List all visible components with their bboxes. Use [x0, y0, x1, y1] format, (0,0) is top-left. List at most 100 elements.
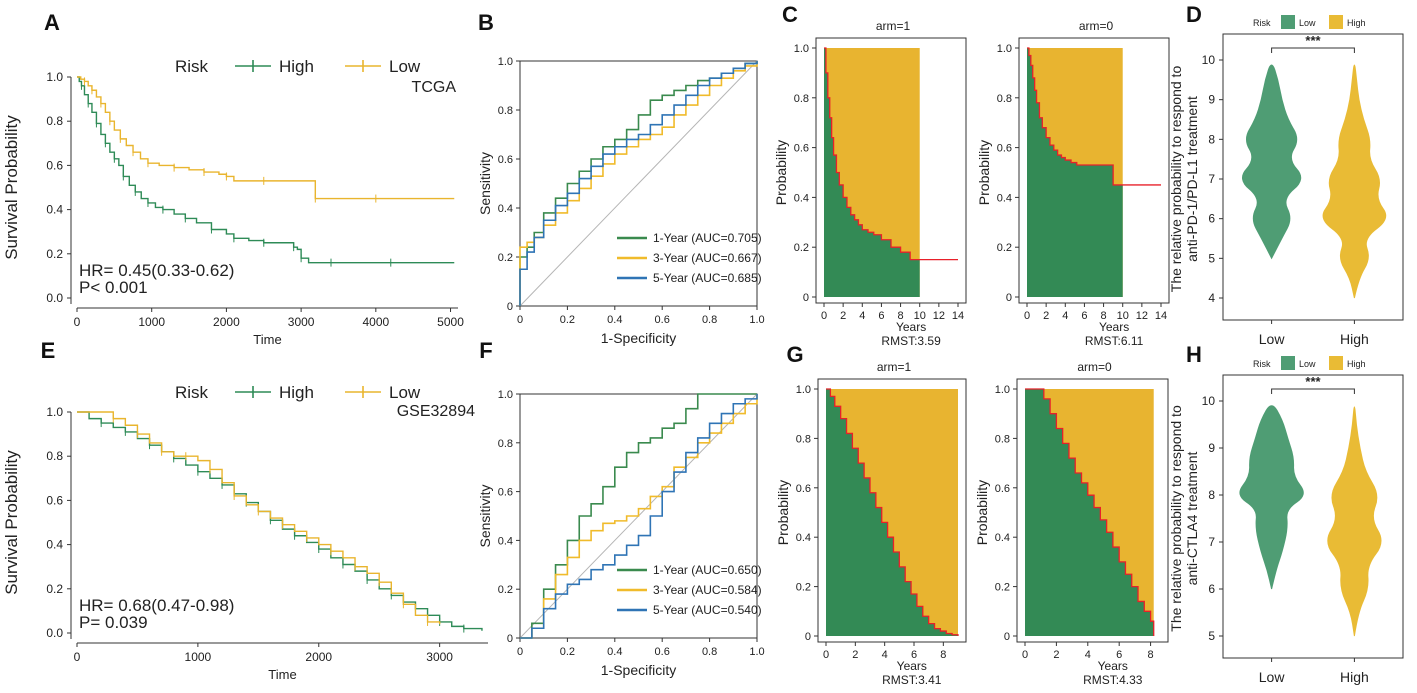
panel-label-G: G — [786, 342, 803, 367]
y-tick-label: 0.8 — [498, 438, 513, 450]
plot-frame — [519, 60, 758, 307]
y-tick-label: 0.6 — [46, 158, 63, 172]
x-tick-label: 6 — [1116, 649, 1122, 661]
x-tick-label: 0 — [517, 646, 523, 658]
dataset-label: TCGA — [412, 79, 457, 96]
y-tick-label: 0 — [1004, 631, 1010, 643]
y-tick-label: 1.0 — [995, 384, 1010, 396]
violin-plot-D: 4 5 6 7 8 9 10 Low High *** Risk Low High The relativ… — [1168, 15, 1404, 347]
legend-label: 1-Year (AUC=0.650) — [653, 563, 762, 577]
y-tick-label: 0 — [507, 633, 513, 645]
violin-low — [1242, 64, 1302, 260]
legend-label: 3-Year (AUC=0.667) — [653, 251, 762, 265]
y-tick-label: 0.2 — [997, 242, 1012, 254]
y-tick-label: 1.0 — [997, 43, 1012, 55]
y-tick-label: 0 — [805, 631, 811, 643]
violin-high — [1327, 406, 1382, 637]
y-axis-label: Sensitivity — [477, 152, 493, 215]
y-tick-label: 0.4 — [796, 532, 811, 544]
panel-label-E: E — [41, 338, 56, 363]
y-tick-label: 0.6 — [997, 143, 1012, 155]
y-tick-label: 7 — [1208, 172, 1215, 186]
significance-bracket — [1271, 47, 1355, 53]
x-axis-label: 1-Specificity — [601, 662, 676, 678]
y-axis-label: Probability — [773, 140, 789, 205]
legend-label-high: High — [1347, 359, 1366, 369]
y-tick-label: 0.6 — [995, 483, 1010, 495]
x-tick-label: 1000 — [138, 315, 165, 329]
y-tick-label: 0.4 — [46, 538, 63, 552]
legend-swatch-high — [1329, 356, 1343, 370]
legend-label: 5-Year (AUC=0.540) — [653, 603, 762, 617]
y-tick-label: 7 — [1208, 535, 1215, 549]
x-tick-label: 6 — [878, 310, 884, 322]
y-tick-label: 9 — [1208, 441, 1215, 455]
x-tick-label: 4 — [859, 310, 865, 322]
legend-label-high: High — [1347, 18, 1366, 28]
y-tick-label: 0.8 — [997, 93, 1012, 105]
y-tick-label: 8 — [1208, 132, 1215, 146]
y-tick-label: 0.8 — [46, 114, 63, 128]
area-under-curve — [826, 389, 958, 636]
y-tick-label: 0.6 — [794, 143, 809, 155]
y-tick-label: 1.0 — [46, 405, 63, 419]
legend-label-low: Low — [389, 383, 421, 402]
x-tick-label: 1000 — [185, 650, 212, 664]
rmst-value: RMST:3.59 — [881, 334, 941, 348]
y-tick-label: 0.4 — [997, 192, 1012, 204]
y-tick-label: 0.0 — [46, 626, 63, 640]
y-tick-label: 0.2 — [794, 242, 809, 254]
legend-title: Risk — [175, 383, 209, 402]
y-tick-label: 0.8 — [995, 433, 1010, 445]
y-tick-label: 6 — [1208, 582, 1215, 596]
x-tick-label: 8 — [940, 649, 946, 661]
rmst-plot: 0 0.2 0.4 0.6 0.8 1.0 0 2 4 6 8 10 12 14 arm=0 YearsRMS… — [976, 19, 1170, 348]
y-tick-label: 0.4 — [794, 192, 809, 204]
plot-frame — [1018, 37, 1170, 304]
panel-label-C: C — [782, 2, 798, 27]
x-tick-label: 0 — [74, 315, 81, 329]
x-tick-label: 2000 — [213, 315, 240, 329]
rmst-value: RMST:3.41 — [882, 673, 942, 687]
survival-curve — [1025, 388, 1155, 636]
x-tick-label: 12 — [1136, 310, 1148, 322]
panel-label-H: H — [1186, 342, 1202, 367]
x-tick-label: 3000 — [426, 650, 453, 664]
y-tick-label: 1.0 — [498, 56, 513, 68]
plot-frame — [815, 37, 967, 304]
x-tick-label: 8 — [1101, 310, 1107, 322]
legend-label-high: High — [279, 57, 314, 76]
legend-title: Risk — [1253, 359, 1271, 369]
y-tick-label: 0.6 — [46, 493, 63, 507]
area-under-curve — [824, 48, 920, 297]
rmst-plot: 0 0.2 0.4 0.6 0.8 1.0 0 2 4 6 8 10 12 14 arm=1 YearsRMS… — [773, 19, 967, 348]
y-tick-label: 5 — [1208, 629, 1215, 643]
p-value-text: P< 0.001 — [79, 278, 148, 297]
y-tick-label: 0.2 — [498, 252, 513, 264]
significance-label: *** — [1305, 33, 1321, 48]
legend-title: Risk — [175, 57, 209, 76]
plot-frame — [1222, 374, 1404, 659]
violin-low — [1239, 405, 1304, 590]
y-axis-label: The relative probability to respond to — [1168, 405, 1184, 632]
y-tick-label: 1.0 — [498, 389, 513, 401]
panel-label-B: B — [478, 10, 494, 35]
x-tick-label: 0 — [1022, 649, 1028, 661]
x-tick-label: High — [1340, 331, 1369, 347]
p-value-text: P= 0.039 — [79, 613, 148, 632]
y-tick-label: 0.6 — [796, 483, 811, 495]
x-tick-label: Low — [1259, 669, 1286, 685]
km-curve-low — [77, 411, 441, 625]
y-tick-label: 0.4 — [46, 203, 63, 217]
y-tick-label: 0.8 — [46, 449, 63, 463]
x-tick-label: 3000 — [288, 315, 315, 329]
x-tick-label: 4000 — [362, 315, 389, 329]
x-tick-label: 6 — [911, 649, 917, 661]
subplot-title: arm=0 — [1077, 360, 1112, 374]
plot-frame — [519, 393, 758, 639]
y-axis-label: Probability — [976, 140, 992, 205]
y-tick-label: 0.6 — [498, 487, 513, 499]
legend-label-low: Low — [389, 57, 421, 76]
y-tick-label: 10 — [1202, 394, 1216, 408]
